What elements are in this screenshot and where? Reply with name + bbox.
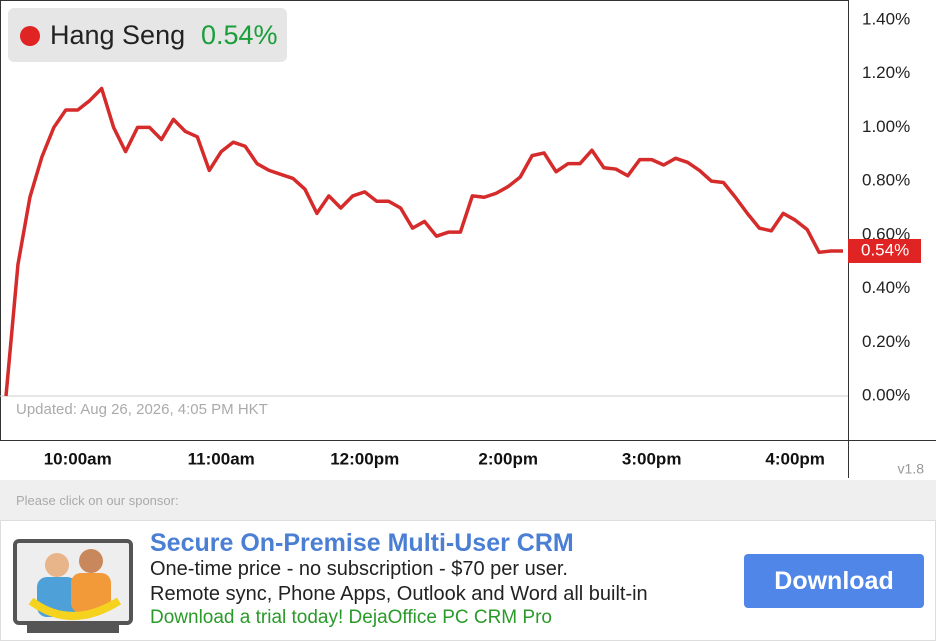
- series-line: [4, 86, 843, 397]
- y-tick-label: 0.20%: [862, 332, 910, 351]
- x-tick-label: 2:00pm: [478, 449, 538, 468]
- y-tick-label: 0.40%: [862, 278, 910, 297]
- change-value: 0.54%: [201, 20, 278, 50]
- ad-line: Remote sync, Phone Apps, Outlook and Wor…: [150, 583, 648, 605]
- legend-box: [8, 8, 287, 62]
- chart: Updated: Aug 26, 2026, 4:05 PM HKT v1.8 …: [0, 0, 936, 480]
- version: v1.8: [898, 461, 925, 477]
- y-tick-label: 1.20%: [862, 63, 910, 82]
- download-button[interactable]: Download: [744, 554, 924, 608]
- ad-line: One-time price - no subscription - $70 p…: [150, 558, 568, 580]
- ad-icon: [13, 539, 133, 633]
- updated-note: Updated: Aug 26, 2026, 4:05 PM HKT: [16, 401, 268, 418]
- current-value-tag: [848, 238, 921, 263]
- legend-dot: [20, 26, 40, 46]
- ad-title[interactable]: Secure On-Premise Multi-User CRM: [150, 529, 574, 557]
- x-tick-label: 4:00pm: [765, 449, 825, 468]
- x-tick-label: 12:00pm: [330, 449, 399, 468]
- x-tick-label: 3:00pm: [622, 449, 682, 468]
- sponsor-prompt: Please click on our sponsor:: [16, 493, 179, 508]
- current-value-label: 0.54%: [861, 240, 909, 259]
- sponsor-ad[interactable]: Secure On-Premise Multi-User CRM One-tim…: [0, 520, 936, 641]
- y-tick-label: 0.00%: [862, 385, 910, 404]
- ad-line: Download a trial today! DejaOffice PC CR…: [150, 607, 552, 628]
- y-tick-label: 0.60%: [862, 224, 910, 243]
- y-tick-label: 0.80%: [862, 171, 910, 190]
- x-tick-label: 10:00am: [44, 449, 112, 468]
- y-tick-label: 1.00%: [862, 117, 910, 136]
- y-tick-label: 1.40%: [862, 9, 910, 28]
- x-tick-label: 11:00am: [188, 449, 255, 468]
- legend-name: Hang Seng: [50, 20, 185, 50]
- sponsor-band: Please click on our sponsor:: [0, 480, 936, 520]
- chart-bg: [0, 0, 936, 480]
